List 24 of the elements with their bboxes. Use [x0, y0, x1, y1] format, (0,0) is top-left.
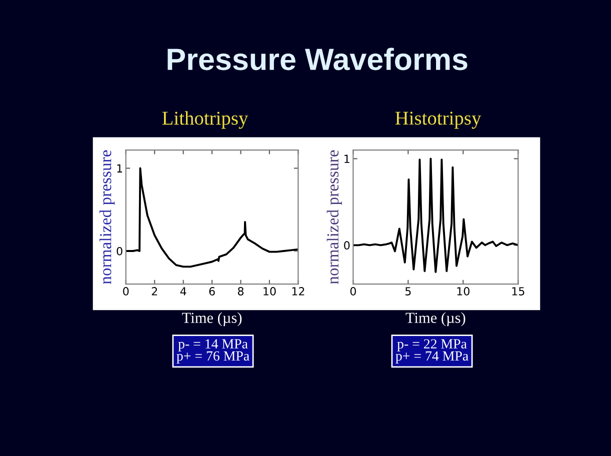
x-tick-label: 0 — [350, 287, 356, 296]
y-tick-label: 1 — [117, 164, 122, 172]
x-tick-label: 10 — [264, 287, 276, 296]
x-tick-label: 0 — [123, 287, 129, 296]
x-axis-title: Time (µs) — [406, 312, 466, 326]
y-axis-title: normalized pressure — [100, 150, 115, 284]
y-axis-title: normalized pressure — [326, 150, 342, 284]
x-tick-label: 15 — [512, 287, 524, 296]
x-tick-label: 10 — [457, 287, 470, 296]
text: p- = 22 MPa p+ = 74 MPa — [396, 339, 468, 364]
x-axis-title: Time (µs) — [182, 312, 242, 326]
x-tick-label: 5 — [405, 287, 411, 296]
y-tick-label: 1 — [344, 154, 350, 163]
text: Pressure Waveforms — [168, 48, 468, 70]
x-tick-label: 8 — [238, 287, 244, 296]
x-tick-label: 4 — [180, 287, 186, 296]
chart-title: Histotripsy — [395, 112, 482, 129]
chart-title: Lithotripsy — [162, 111, 248, 129]
x-tick-label: 2 — [152, 287, 158, 296]
text: p- = 14 MPa p+ = 76 MPa — [176, 339, 250, 364]
line-series — [126, 167, 298, 268]
line-series — [353, 158, 518, 273]
x-tick-label: 6 — [209, 287, 215, 296]
x-tick-label: 12 — [292, 287, 304, 296]
